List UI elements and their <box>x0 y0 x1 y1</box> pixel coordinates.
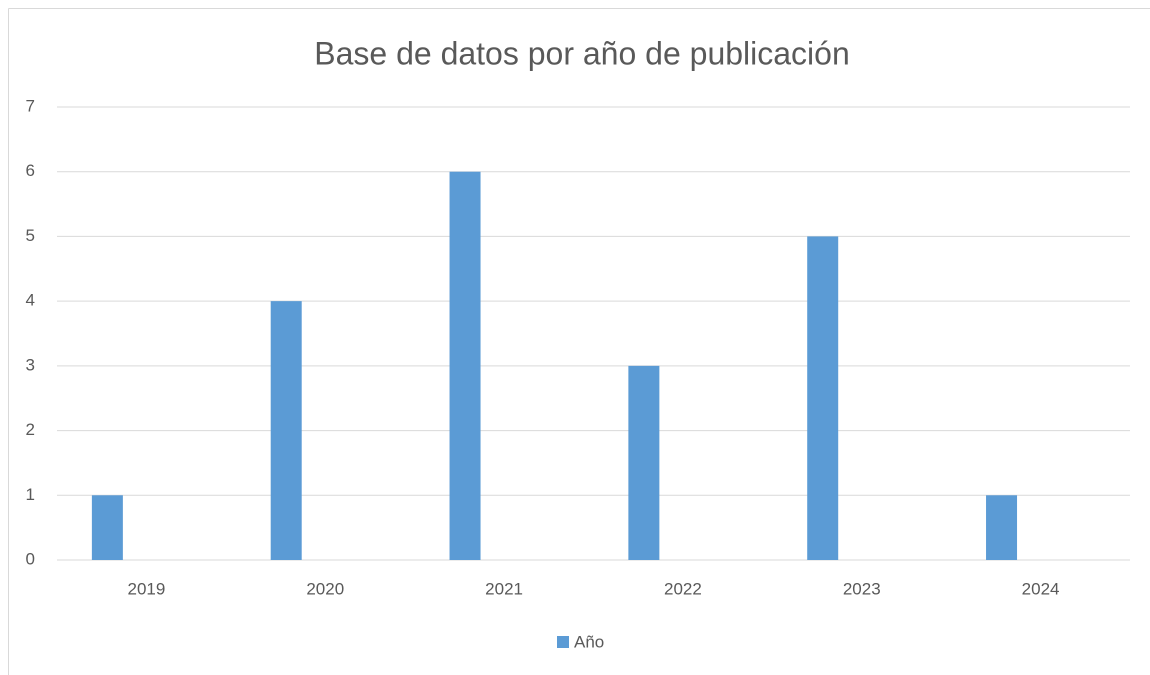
y-tick-label: 1 <box>26 485 35 504</box>
bar <box>270 301 302 560</box>
bar <box>449 171 481 560</box>
y-tick-label: 5 <box>26 226 35 245</box>
y-tick-label: 4 <box>26 291 35 310</box>
y-tick-label: 6 <box>26 161 35 180</box>
chart-title: Base de datos por año de publicación <box>314 35 850 71</box>
x-tick-label: 2020 <box>306 579 344 598</box>
bar <box>986 495 1018 560</box>
legend-swatch <box>557 636 569 648</box>
y-tick-label: 0 <box>26 549 35 568</box>
x-tick-label: 2024 <box>1022 579 1060 598</box>
legend-label: Año <box>574 632 604 651</box>
y-tick-label: 7 <box>26 96 35 115</box>
x-tick-label: 2021 <box>485 579 523 598</box>
x-tick-label: 2022 <box>664 579 702 598</box>
y-tick-label: 3 <box>26 355 35 374</box>
x-tick-label: 2019 <box>128 579 166 598</box>
bar <box>628 365 660 560</box>
bar <box>807 236 839 560</box>
bar <box>91 495 123 560</box>
x-tick-label: 2023 <box>843 579 881 598</box>
y-tick-label: 2 <box>26 420 35 439</box>
